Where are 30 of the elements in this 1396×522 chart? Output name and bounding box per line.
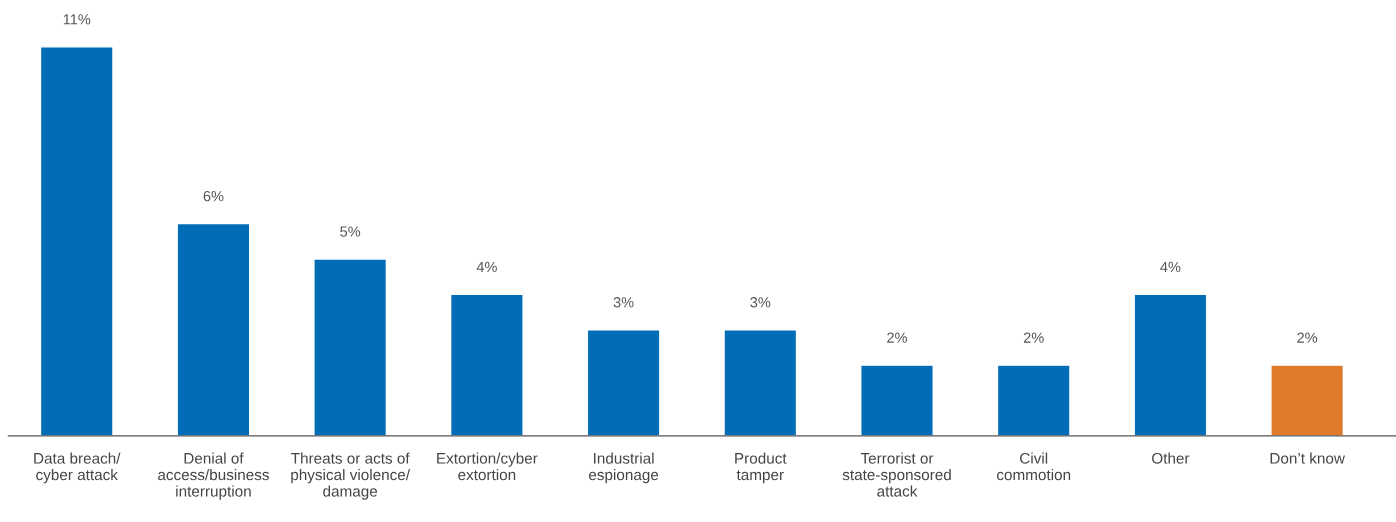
- x-tick-label: Don’t know: [1270, 452, 1345, 464]
- x-tick-label: Product tamper: [735, 452, 787, 484]
- data-label: 2%: [887, 332, 908, 343]
- data-label: 3%: [613, 297, 634, 308]
- bar: [313, 258, 388, 436]
- data-label: 2%: [1297, 332, 1318, 343]
- data-label: 2%: [1023, 332, 1044, 343]
- bar: [586, 329, 661, 436]
- bar: [176, 222, 251, 436]
- x-tick-label: Civil commotion: [997, 452, 1071, 481]
- x-tick-label: Extortion/cyber extortion: [437, 452, 538, 481]
- x-tick-label: Threats or acts of physical violence/ damage: [291, 452, 411, 500]
- x-tick-label: Industrial espionage: [588, 452, 659, 484]
- data-label: 11%: [63, 14, 91, 25]
- data-label: 3%: [750, 297, 771, 308]
- data-label: 4%: [476, 261, 497, 273]
- x-tick-label: Other: [1152, 452, 1190, 464]
- bar: [996, 364, 1071, 436]
- data-label: 6%: [203, 191, 224, 202]
- data-label: 4%: [1160, 261, 1181, 273]
- bar: [1133, 293, 1208, 436]
- bar: [39, 46, 114, 436]
- bar: [860, 364, 934, 436]
- bar: [1270, 364, 1345, 436]
- x-tick-label: Data breach/ cyber attack: [34, 452, 121, 484]
- x-tick-label: Denial of access/business interruption: [158, 452, 269, 500]
- bar: [449, 293, 524, 436]
- data-label: 5%: [340, 226, 361, 237]
- bar: [723, 329, 798, 436]
- x-tick-label: Terrorist or state-sponsored attack: [842, 452, 951, 497]
